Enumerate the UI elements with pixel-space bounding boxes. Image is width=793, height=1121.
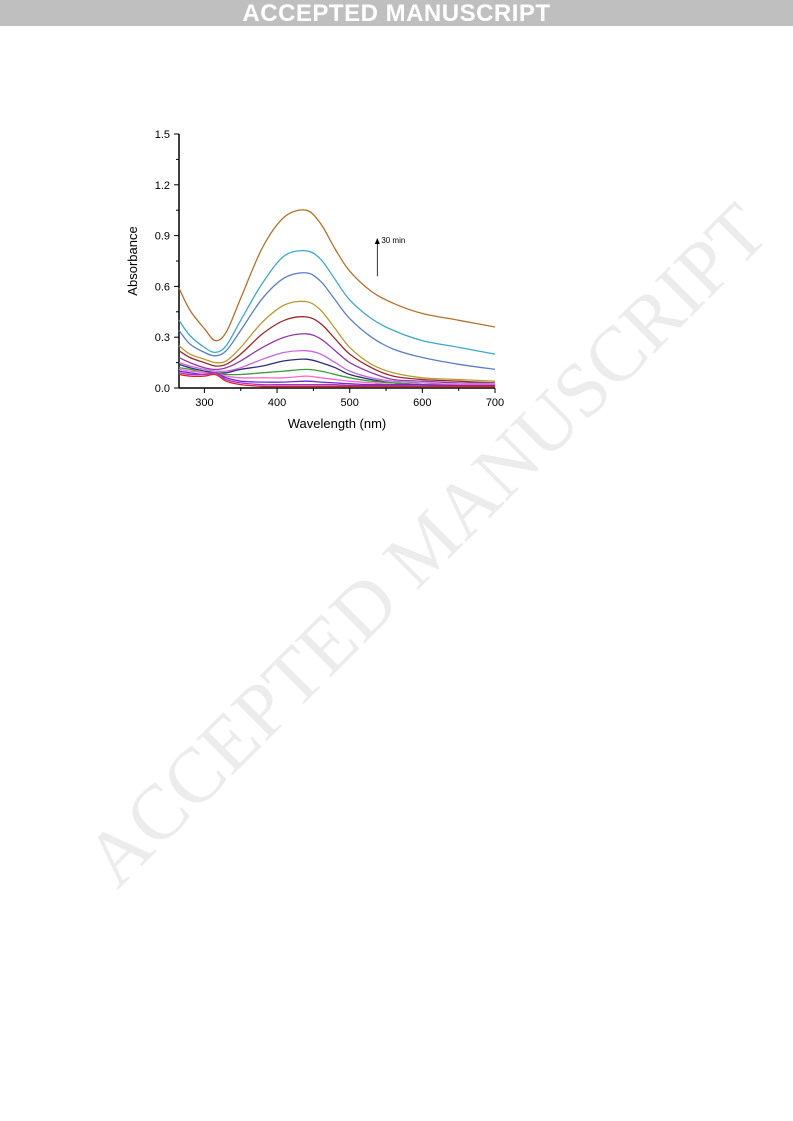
series-line-5 <box>178 316 496 384</box>
annotation-arrow-head <box>374 237 380 244</box>
y-tick-label: 0.3 <box>155 332 170 344</box>
y-tick-label: 1.2 <box>155 180 170 192</box>
y-tick-label: 0.6 <box>155 281 170 293</box>
banner-text: ACCEPTED MANUSCRIPT <box>242 0 551 27</box>
y-tick-label: 0.9 <box>155 231 170 243</box>
series-line-7 <box>178 350 496 386</box>
x-tick-label: 700 <box>486 397 504 409</box>
manuscript-banner: ACCEPTED MANUSCRIPT <box>0 0 793 27</box>
chart-annotation: 30 min <box>374 236 405 277</box>
x-tick-label: 600 <box>413 397 431 409</box>
series-line-1 <box>178 209 496 342</box>
y-axis-label: Absorbance <box>125 226 140 295</box>
x-tick-label: 300 <box>195 397 213 409</box>
series-line-6 <box>178 333 496 384</box>
y-tick-label: 0.0 <box>155 383 170 395</box>
annotation-text: 30 min <box>381 236 405 245</box>
y-tick-label: 1.5 <box>155 129 170 141</box>
chart-series <box>178 209 496 388</box>
series-line-13 <box>178 373 495 388</box>
x-tick-label: 400 <box>268 397 286 409</box>
series-line-3 <box>178 272 496 371</box>
x-tick-label: 500 <box>341 397 359 409</box>
x-axis-label: Wavelength (nm) <box>288 416 387 431</box>
absorbance-chart: 0.0 0.3 0.6 0.9 1.2 1.5 300 400 500 600 700 30 min… <box>125 129 504 431</box>
chart-axes: 0.0 0.3 0.6 0.9 1.2 1.5 300 400 500 600 700 <box>155 129 504 409</box>
series-line-2 <box>178 249 496 355</box>
series-line-4 <box>178 300 496 382</box>
